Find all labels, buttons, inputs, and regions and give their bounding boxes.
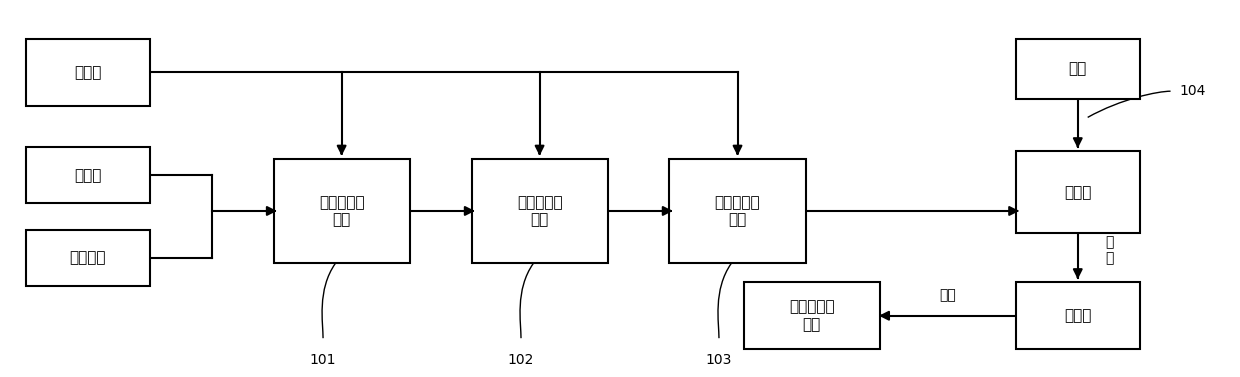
Text: 接收罐: 接收罐 [1064, 185, 1091, 200]
FancyBboxPatch shape [1016, 39, 1140, 99]
Text: 第三管式反
应器: 第三管式反 应器 [714, 195, 760, 227]
Text: 氮气: 氮气 [1069, 61, 1087, 76]
Text: 103: 103 [706, 353, 732, 367]
Text: 提纯: 提纯 [940, 288, 956, 302]
Text: 对氯间甲酚
成品: 对氯间甲酚 成品 [789, 300, 835, 332]
Text: 101: 101 [310, 353, 336, 367]
FancyBboxPatch shape [670, 159, 806, 264]
Text: 间甲酚: 间甲酚 [74, 168, 102, 183]
Text: 第一管式反
应器: 第一管式反 应器 [319, 195, 365, 227]
FancyBboxPatch shape [744, 282, 880, 349]
FancyBboxPatch shape [274, 159, 409, 264]
FancyBboxPatch shape [471, 159, 608, 264]
FancyBboxPatch shape [26, 39, 150, 106]
Text: 反应液: 反应液 [1064, 308, 1091, 323]
Text: 第二管式反
应器: 第二管式反 应器 [517, 195, 563, 227]
FancyBboxPatch shape [1016, 282, 1140, 349]
Text: 四氯乙烯: 四氯乙烯 [69, 250, 107, 265]
Text: 除
酸: 除 酸 [1105, 235, 1114, 265]
Text: 104: 104 [1179, 84, 1205, 98]
FancyBboxPatch shape [26, 147, 150, 204]
FancyBboxPatch shape [1016, 151, 1140, 233]
Text: 102: 102 [508, 353, 534, 367]
FancyBboxPatch shape [26, 230, 150, 286]
Text: 硫酰氯: 硫酰氯 [74, 65, 102, 80]
